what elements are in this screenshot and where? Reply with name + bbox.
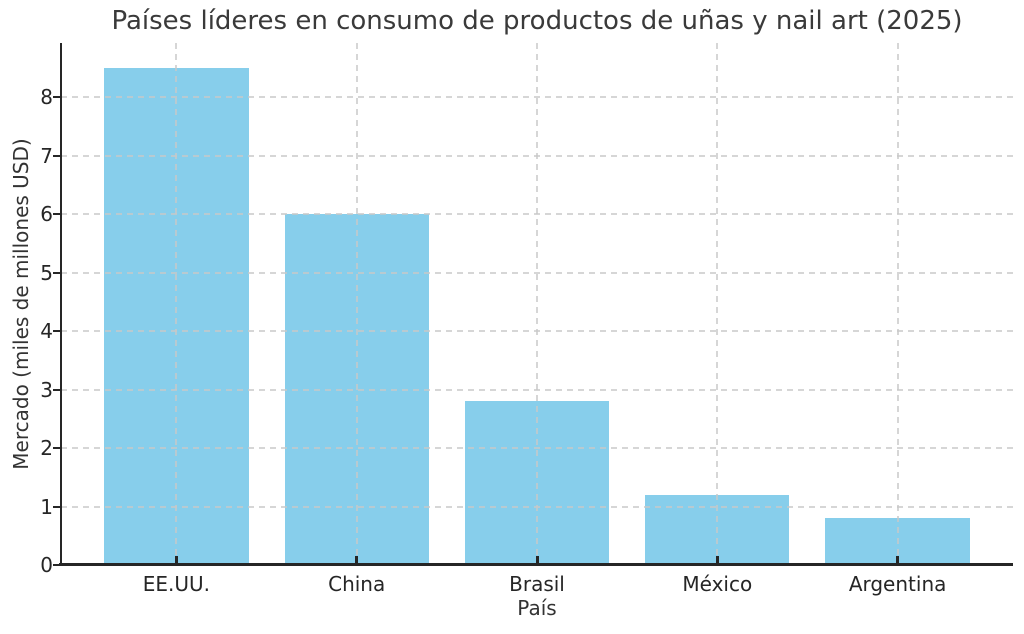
- x-tick-mark-brasil: [535, 556, 539, 565]
- y-tick-mark-2: [53, 447, 60, 450]
- x-tick-mark-argentina: [896, 556, 900, 565]
- chart-title: Países líderes en consumo de productos d…: [111, 6, 963, 36]
- y-tick-label-3: 3: [40, 377, 53, 402]
- y-tick-label-0: 0: [40, 553, 53, 577]
- grid-layer: [61, 43, 1013, 565]
- x-axis-label: País: [517, 596, 557, 620]
- y-tick-mark-7: [53, 154, 60, 157]
- x-tick-mark-china: [355, 556, 359, 565]
- gridline-v-brasil: [536, 43, 538, 565]
- x-tick-label-brasil: Brasil: [509, 572, 565, 596]
- y-tick-mark-4: [53, 330, 60, 333]
- y-tick-label-5: 5: [40, 260, 53, 285]
- y-tick-label-1: 1: [40, 494, 53, 519]
- x-tick-mark-mexico: [715, 556, 719, 565]
- y-tick-mark-6: [53, 213, 60, 216]
- y-tick-label-6: 6: [40, 202, 53, 227]
- x-tick-label-argentina: Argentina: [848, 572, 947, 596]
- gridline-v-argentina: [896, 43, 899, 565]
- y-tick-mark-5: [53, 271, 60, 274]
- plot-area: [53, 43, 1013, 566]
- y-tick-mark-8: [53, 96, 60, 99]
- y-axis-spine: [60, 43, 62, 565]
- gridline-v-mexico: [716, 43, 719, 565]
- y-tick-label-8: 8: [40, 85, 53, 110]
- x-tick-label-mexico: México: [682, 572, 753, 596]
- ticks-layer: [53, 43, 1013, 566]
- x-tick-label-eeuu: EE.UU.: [142, 572, 211, 596]
- y-tick-label-7: 7: [40, 143, 53, 168]
- x-tick-label-china: China: [328, 572, 386, 596]
- y-tick-label-4: 4: [40, 319, 53, 344]
- x-tick-mark-eeuu: [174, 556, 178, 565]
- y-tick-mark-1: [53, 505, 60, 508]
- y-tick-mark-0: [53, 564, 60, 566]
- y-tick-label-2: 2: [40, 436, 53, 461]
- y-tick-mark-3: [53, 388, 60, 391]
- gridline-v-china: [355, 43, 358, 565]
- gridline-v-eeuu: [175, 43, 178, 565]
